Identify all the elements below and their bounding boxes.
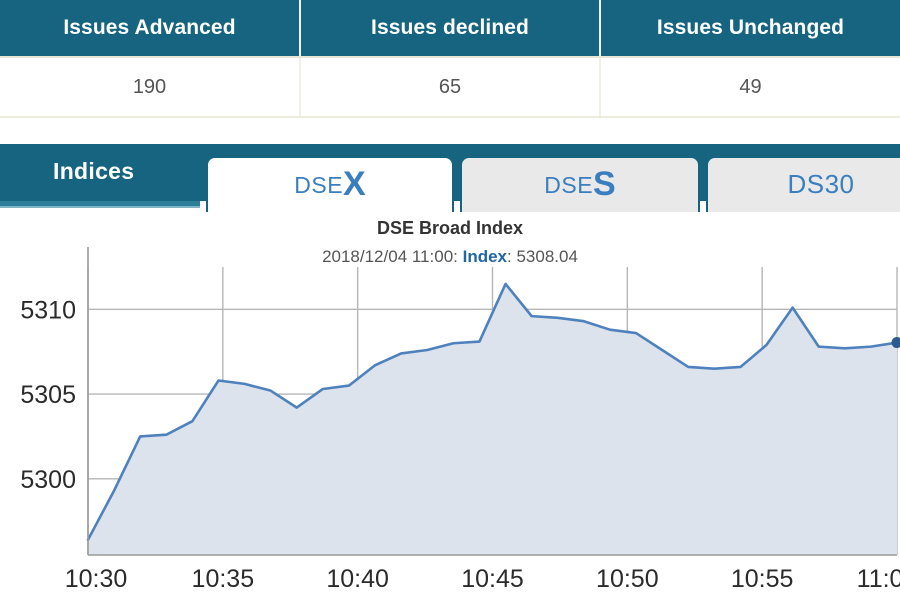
tab-dses[interactable]: DSES xyxy=(460,156,700,212)
tab-ds30-label: DS30 xyxy=(787,169,854,199)
x-axis-tick-labels: 10:30 10:35 10:40 10:45 10:50 10:55 11:00 xyxy=(65,565,900,593)
x-axis-tick-label: 10:50 xyxy=(596,565,659,593)
section-spacer xyxy=(0,118,900,144)
x-axis-tick-label: 11:00 xyxy=(857,565,900,593)
tabbar-section-label: Indices xyxy=(53,158,134,185)
tab-ds30[interactable]: DS30 xyxy=(706,156,900,212)
table-row: 190 65 49 xyxy=(0,57,900,117)
index-chart: DSE Broad Index 2018/12/04 11:00: Index:… xyxy=(0,212,900,607)
value-issues-advanced: 190 xyxy=(0,57,300,117)
x-axis-tick-label: 10:55 xyxy=(731,565,794,593)
x-axis-tick-label: 10:45 xyxy=(461,565,524,593)
column-header-issues-unchanged: Issues Unchanged xyxy=(600,0,900,57)
value-issues-declined: 65 xyxy=(300,57,600,117)
x-axis-tick-label: 10:40 xyxy=(326,565,389,593)
column-header-issues-advanced: Issues Advanced xyxy=(0,0,300,57)
tab-dses-suffix: S xyxy=(593,165,616,203)
y-axis-tick-labels: 5300 5305 5310 xyxy=(20,296,76,493)
tabbar-active-underline xyxy=(0,201,200,208)
column-header-issues-declined: Issues declined xyxy=(300,0,600,57)
tab-dsex[interactable]: DSEX xyxy=(206,156,454,212)
x-axis-tick-label: 10:35 xyxy=(192,565,255,593)
tab-dses-prefix: DSE xyxy=(544,172,593,198)
x-axis-tick-label: 10:30 xyxy=(65,565,128,593)
y-axis-tick-label: 5305 xyxy=(20,381,76,409)
y-axis-tick-label: 5310 xyxy=(20,296,76,324)
market-stats-table: Issues Advanced Issues declined Issues U… xyxy=(0,0,900,118)
y-axis-tick-label: 5300 xyxy=(20,466,76,494)
table-header-row: Issues Advanced Issues declined Issues U… xyxy=(0,0,900,57)
value-issues-unchanged: 49 xyxy=(600,57,900,117)
tab-dsex-suffix: X xyxy=(343,165,366,203)
indices-tabbar: Indices DSEX DSES DS30 xyxy=(0,144,900,212)
tab-dsex-prefix: DSE xyxy=(294,172,343,198)
